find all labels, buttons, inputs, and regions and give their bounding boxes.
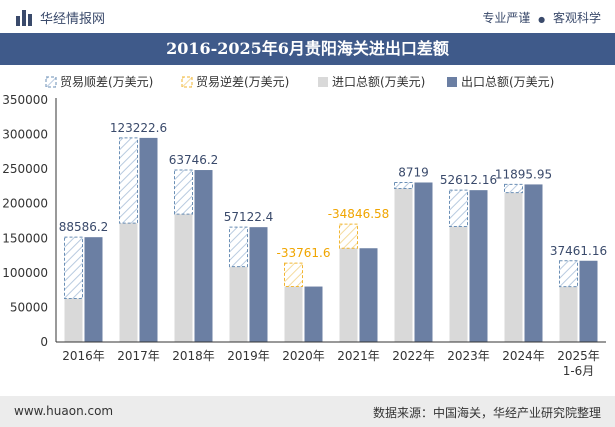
y-tick-label: 250000	[2, 162, 48, 176]
surplus-bar	[504, 183, 523, 194]
x-axis: 2016年 2017年 2018年 2019年 2020年 2021年 2022年 2023年…	[56, 341, 606, 378]
legend-swatch-surplus	[45, 76, 57, 88]
y-tick-label: 150000	[2, 231, 48, 245]
y-tick-label: 50000	[10, 300, 48, 314]
surplus-bar	[394, 181, 413, 190]
brand-logo-icon	[16, 9, 32, 26]
legend-label-export: 出口总额(万美元)	[461, 75, 554, 89]
balance-label: -33761.6	[277, 246, 331, 260]
import-bar	[394, 188, 413, 342]
x-tick-label: 2017年	[117, 349, 160, 363]
legend-swatch-import	[318, 77, 328, 87]
brand: 华经情报网	[16, 8, 105, 27]
surplus-bar	[449, 189, 468, 228]
surplus-bar	[229, 226, 248, 268]
data-labels: 88586.2 123222.6 63746.2 57122.4 -33761.6 -34…	[59, 121, 607, 260]
top-bar: 华经情报网 专业严谨 ● 客观科学	[0, 0, 615, 34]
export-bar	[249, 227, 268, 342]
import-bar	[174, 214, 193, 342]
y-tick-label: 200000	[2, 197, 48, 211]
surplus-bar	[559, 260, 578, 288]
x-tick-label: 2021年	[337, 349, 380, 363]
x-tick-label: 2025年 1-6月	[557, 349, 600, 378]
balance-label: 57122.4	[224, 210, 274, 224]
deficit-bar	[284, 262, 303, 288]
export-bar	[84, 237, 103, 342]
export-bar	[194, 170, 213, 342]
brand-name: 华经情报网	[40, 12, 106, 27]
y-tick-label: 300000	[2, 128, 48, 142]
legend-label-deficit: 贸易逆差(万美元)	[196, 74, 289, 89]
x-tick-label: 2019年	[227, 349, 270, 363]
balance-label: 8719	[398, 165, 429, 179]
chart-title: 2016-2025年6月贵阳海关进出口差额	[0, 33, 615, 65]
tagline: 专业严谨 ● 客观科学	[482, 9, 601, 26]
legend-label-import: 进口总额(万美元)	[332, 75, 425, 89]
x-tick-label: 2022年	[392, 349, 435, 363]
import-bar	[449, 226, 468, 342]
legend: 贸易顺差(万美元) 贸易逆差(万美元) 进口总额(万美元) 出口总额(万美元)	[45, 74, 554, 89]
export-bar	[579, 260, 598, 342]
tagline-left: 专业严谨	[482, 11, 531, 25]
y-tick-label: 100000	[2, 266, 48, 280]
chart: 贸易顺差(万美元) 贸易逆差(万美元) 进口总额(万美元) 出口总额(万美元) 0 50…	[2, 74, 607, 378]
export-bar	[524, 184, 543, 342]
import-bar	[119, 223, 138, 342]
surplus-bar	[119, 137, 138, 224]
balance-label: 11895.95	[495, 167, 552, 181]
x-tick-label: 2016年	[62, 349, 105, 363]
balance-label: 52612.16	[440, 173, 497, 187]
footer-source: 数据来源：中国海关，华经产业研究院整理	[372, 406, 601, 420]
y-axis: 0 50000 100000 150000 200000 250000 300000 3500…	[2, 93, 57, 349]
import-bar	[339, 224, 358, 342]
balance-label: 37461.16	[550, 244, 607, 258]
y-tick-label: 350000	[2, 93, 48, 107]
legend-label-surplus: 贸易顺差(万美元)	[60, 75, 153, 89]
export-bar	[359, 248, 378, 342]
balance-label: 88586.2	[59, 220, 109, 234]
import-bar	[559, 286, 578, 342]
legend-swatch-deficit	[181, 76, 193, 88]
export-bar	[304, 286, 323, 342]
x-tick-line-1: 2025年	[557, 349, 600, 363]
tagline-separator: ●	[538, 15, 546, 24]
deficit-bar	[339, 223, 358, 249]
x-tick-line-2: 1-6月	[563, 364, 595, 378]
import-bar	[64, 298, 83, 342]
export-bar	[414, 182, 433, 342]
surplus-bar	[64, 236, 83, 299]
surplus-bar	[174, 169, 193, 215]
legend-swatch-export	[447, 77, 457, 87]
import-bar	[504, 192, 523, 342]
x-tick-label: 2018年	[172, 349, 215, 363]
balance-label: 63746.2	[169, 153, 219, 167]
x-tick-label: 2024年	[502, 349, 545, 363]
balance-label: 123222.6	[110, 121, 167, 135]
bars	[64, 137, 598, 342]
export-bar	[469, 190, 488, 342]
y-tick-label: 0	[40, 335, 48, 349]
footer-website: www.huaon.com	[14, 404, 114, 418]
footer: www.huaon.com 数据来源：中国海关，华经产业研究院整理	[0, 396, 615, 427]
tagline-right: 客观科学	[552, 11, 601, 25]
x-tick-label: 2023年	[447, 349, 490, 363]
balance-label: -34846.58	[328, 207, 390, 221]
x-tick-label: 2020年	[282, 349, 325, 363]
export-bar	[139, 137, 158, 342]
import-bar	[229, 266, 248, 342]
